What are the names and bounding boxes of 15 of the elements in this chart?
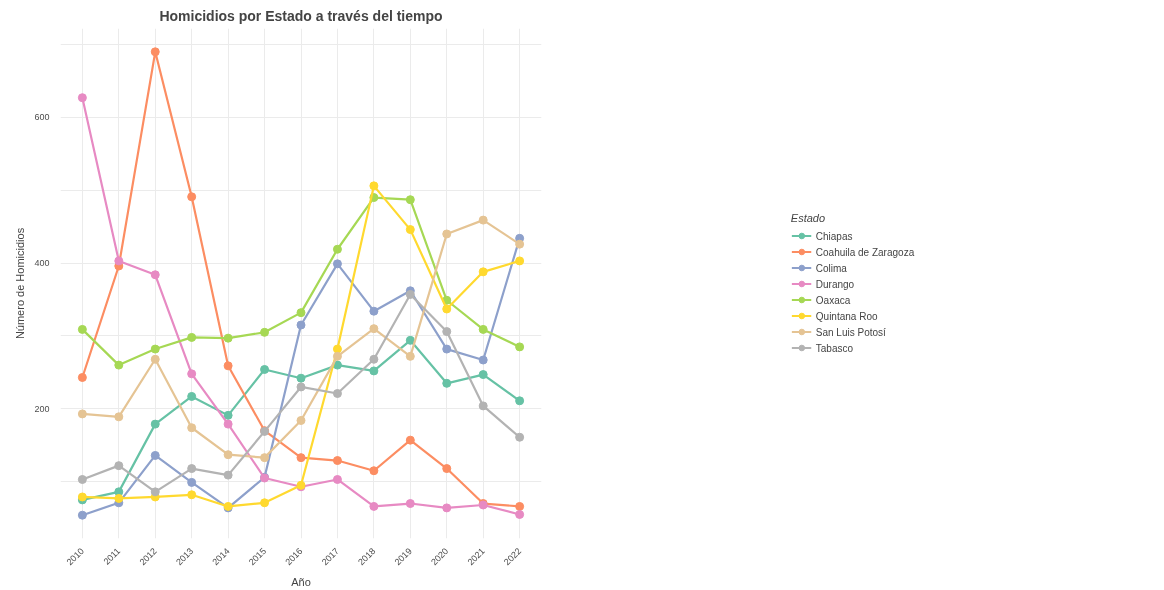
legend-label: Colima xyxy=(815,261,847,275)
x-axis-title: Año xyxy=(291,575,311,588)
legend-label: Durango xyxy=(815,277,855,291)
y-tick-label: 600 xyxy=(34,112,50,123)
y-axis-title: Número de Homicidios xyxy=(14,227,27,340)
y-tick-label: 400 xyxy=(34,258,50,269)
legend-label: Chiapas xyxy=(815,229,853,243)
legend-label: Quintana Roo xyxy=(815,309,878,323)
legend-label: Tabasco xyxy=(815,341,854,355)
y-tick-label: 200 xyxy=(34,403,50,414)
legend-title: Estado xyxy=(790,211,827,224)
legend-label: San Luis Potosí xyxy=(815,325,886,339)
legend-label: Oaxaca xyxy=(815,293,851,307)
chart-title: Homicidios por Estado a través del tiempo xyxy=(159,7,443,24)
legend-label: Coahuila de Zaragoza xyxy=(815,245,915,259)
